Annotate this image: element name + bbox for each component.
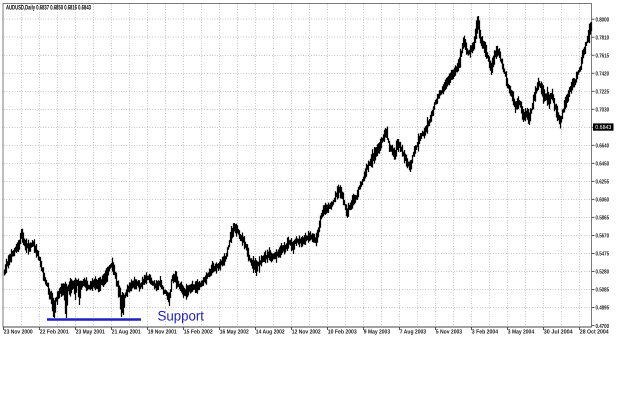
svg-text:0.5475: 0.5475	[596, 251, 610, 258]
svg-text:0.7030: 0.7030	[596, 107, 610, 114]
svg-text:0.6640: 0.6640	[596, 143, 610, 150]
svg-text:28 Oct 2004: 28 Oct 2004	[580, 329, 610, 336]
svg-text:0.5670: 0.5670	[596, 233, 610, 240]
svg-text:0.7420: 0.7420	[596, 71, 610, 78]
svg-text:Support: Support	[158, 308, 205, 323]
svg-text:15 Feb 2002: 15 Feb 2002	[184, 329, 214, 336]
svg-text:10 Feb 2003: 10 Feb 2003	[328, 329, 358, 336]
svg-text:0.4895: 0.4895	[596, 305, 610, 312]
svg-text:16 May 2002: 16 May 2002	[220, 329, 250, 336]
svg-text:0.7615: 0.7615	[596, 53, 610, 60]
svg-text:23 Nov 2000: 23 Nov 2000	[4, 329, 34, 336]
svg-text:AUDUSD,Daily 0.6837 0.6850 0.6: AUDUSD,Daily 0.6837 0.6850 0.6816 0.6843	[6, 5, 91, 12]
svg-text:23 May 2001: 23 May 2001	[76, 329, 106, 336]
svg-text:21 Aug 2001: 21 Aug 2001	[112, 329, 142, 336]
svg-text:0.5865: 0.5865	[596, 215, 610, 222]
svg-text:30 Jul 2004: 30 Jul 2004	[544, 329, 574, 336]
svg-text:0.4700: 0.4700	[596, 323, 610, 330]
svg-text:0.7810: 0.7810	[596, 34, 610, 41]
svg-text:12 Nov 2002: 12 Nov 2002	[292, 329, 322, 336]
svg-text:0.7225: 0.7225	[596, 89, 610, 96]
svg-text:0.6843: 0.6843	[595, 124, 612, 131]
svg-text:0.5085: 0.5085	[596, 287, 610, 294]
svg-text:3 Feb 2004: 3 Feb 2004	[472, 329, 499, 336]
svg-text:0.6060: 0.6060	[596, 197, 610, 204]
svg-text:0.8000: 0.8000	[596, 16, 610, 23]
svg-text:3 May 2004: 3 May 2004	[508, 329, 535, 336]
svg-text:0.5280: 0.5280	[596, 269, 610, 276]
svg-text:22 Feb 2001: 22 Feb 2001	[40, 329, 70, 336]
svg-text:0.6255: 0.6255	[596, 179, 610, 186]
svg-text:5 Nov 2003: 5 Nov 2003	[436, 329, 463, 336]
svg-text:14 Aug 2002: 14 Aug 2002	[256, 329, 286, 336]
svg-text:0.6450: 0.6450	[596, 161, 610, 168]
svg-text:9 May 2003: 9 May 2003	[364, 329, 391, 336]
svg-text:7 Aug 2003: 7 Aug 2003	[400, 329, 427, 336]
svg-text:19 Nov 2001: 19 Nov 2001	[148, 329, 178, 336]
